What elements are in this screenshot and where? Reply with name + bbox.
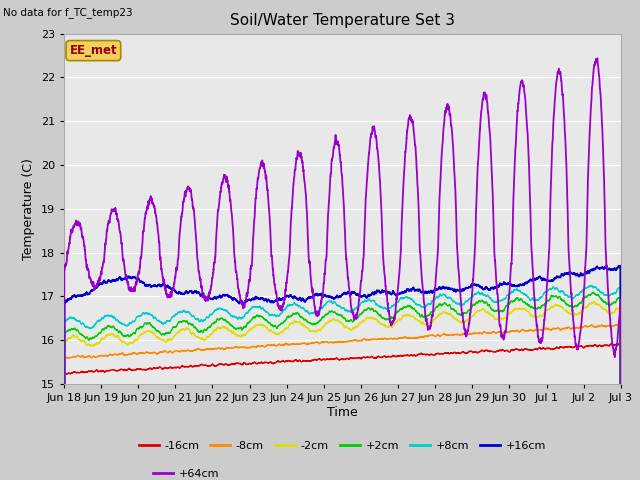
Legend: +64cm: +64cm xyxy=(149,465,224,480)
Y-axis label: Temperature (C): Temperature (C) xyxy=(22,158,35,260)
Text: EE_met: EE_met xyxy=(70,44,117,57)
Title: Soil/Water Temperature Set 3: Soil/Water Temperature Set 3 xyxy=(230,13,455,28)
X-axis label: Time: Time xyxy=(327,406,358,419)
Text: No data for f_TC_temp23: No data for f_TC_temp23 xyxy=(3,7,133,18)
